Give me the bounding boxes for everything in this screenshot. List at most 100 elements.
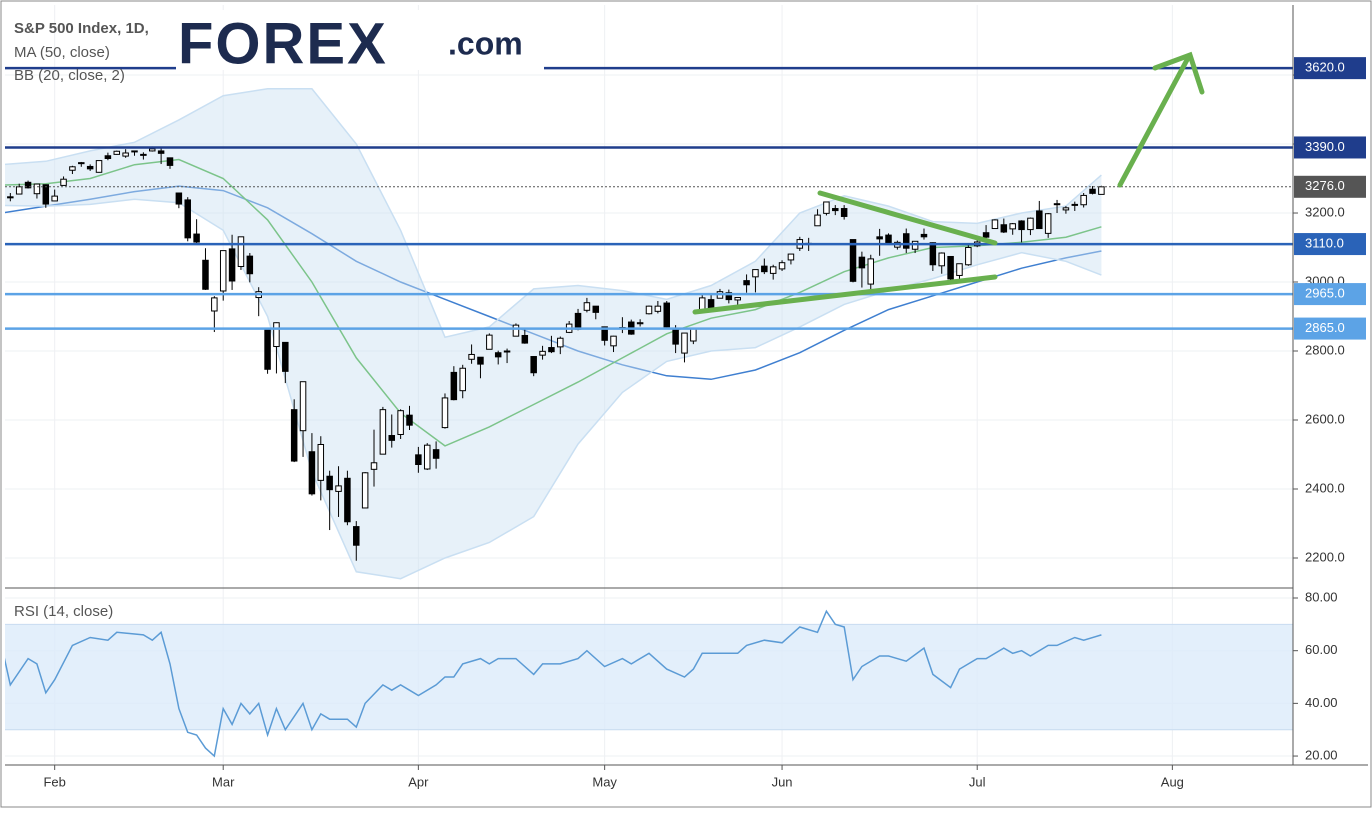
candle-body (78, 162, 85, 165)
x-tick-label: May (592, 774, 617, 789)
candle-body (7, 196, 14, 199)
price-pane (5, 5, 1293, 588)
y-tick-label: 2600.0 (1305, 411, 1345, 426)
candle-body (920, 233, 928, 238)
logo-suffix: .com (448, 25, 523, 61)
candle-body (1071, 203, 1079, 206)
candle-body (902, 233, 910, 249)
candle-body (1080, 194, 1087, 206)
candle-body (752, 269, 759, 278)
band-edge (5, 88, 1102, 339)
logo: FOREX (178, 11, 388, 76)
last-price-bg (1294, 175, 1366, 198)
level-label: 3110.0 (1305, 236, 1344, 251)
candle-body (122, 152, 129, 157)
candle-body (707, 299, 715, 310)
candle-body (149, 148, 156, 152)
candle-body (938, 252, 945, 267)
candle-body (991, 219, 999, 230)
y-tick-label: 20.00 (1305, 747, 1338, 762)
candle-body (459, 367, 466, 392)
candle-body (140, 153, 147, 156)
candle-body (1018, 220, 1025, 231)
candle-body (388, 435, 396, 441)
candle-body (370, 462, 378, 470)
level-label: 2965.0 (1305, 286, 1345, 301)
x-tick-label: Jun (772, 774, 793, 789)
candle-body (379, 409, 387, 455)
candle-body (166, 157, 174, 166)
candle-body (450, 371, 458, 401)
candle-body (1053, 203, 1061, 206)
y-tick-label: 40.00 (1305, 695, 1338, 710)
level-label: 2865.0 (1305, 320, 1345, 335)
candle-body (601, 326, 608, 341)
candle-body (654, 305, 662, 312)
candle-body (468, 353, 475, 360)
y-tick-label: 2800.0 (1305, 342, 1345, 357)
candle-body (769, 266, 777, 274)
candle-body (51, 195, 58, 202)
candle-body (441, 397, 449, 429)
rsi-pane (5, 588, 1293, 765)
candle-body (956, 263, 963, 276)
candle-body (761, 265, 768, 273)
candle-body (335, 485, 342, 492)
level-label-bg (1294, 57, 1366, 80)
y-tick-label: 60.00 (1305, 642, 1338, 657)
y-tick-label: 2400.0 (1305, 480, 1345, 495)
trend-line (692, 274, 998, 315)
candle-body (548, 347, 555, 353)
candle-body (246, 255, 254, 275)
y-tick-label: 80.00 (1305, 589, 1338, 604)
level-label: 3390.0 (1305, 139, 1345, 154)
chart-title: S&P 500 Index, 1D, (14, 20, 149, 37)
candle-body (1044, 213, 1052, 234)
annotations (692, 51, 1205, 315)
level-label-bg (1294, 283, 1366, 306)
candle-body (344, 477, 351, 523)
rsi-title: RSI (14, close) (14, 603, 113, 620)
candle-body (867, 258, 875, 285)
legend-entry: MA (50, close) (14, 44, 110, 61)
candle-body (592, 305, 600, 313)
candle-body (734, 297, 741, 301)
candle-body (353, 526, 360, 546)
candle-body (530, 356, 537, 374)
x-tick-label: Jul (969, 774, 986, 789)
candle-body (60, 178, 67, 186)
candle-body (157, 150, 165, 154)
candle-body (1036, 210, 1043, 230)
level-label-bg (1294, 136, 1366, 159)
candle-body (211, 297, 218, 312)
x-tick-label: Apr (408, 774, 429, 789)
candle-body (193, 233, 200, 243)
candle-body (965, 247, 972, 266)
candle-body (876, 236, 883, 240)
candle-body (228, 248, 236, 282)
candle-body (503, 350, 511, 353)
candle-body (849, 239, 857, 282)
candle-body (69, 166, 76, 171)
candle-body (636, 322, 644, 325)
candle-body (557, 337, 564, 348)
candle-body (610, 335, 617, 347)
candle-body (104, 155, 112, 160)
candle-body (778, 262, 786, 270)
candle-body (982, 232, 990, 238)
candle-body (308, 451, 316, 495)
axes: Feb Mar Apr May Jun Jul Aug 2200.0 2400.0 2600.0 2… (43, 57, 1366, 789)
trend-line (817, 190, 998, 246)
last-price-label: 3276.0 (1305, 178, 1345, 193)
level-label-bg (1294, 233, 1366, 256)
x-tick-label: Aug (1161, 774, 1184, 789)
candle-body (1009, 223, 1016, 230)
candle-body (273, 322, 280, 348)
candle-body (681, 332, 688, 354)
candle-body (1027, 217, 1034, 231)
candle-body (317, 443, 325, 481)
x-tick-label: Feb (43, 774, 65, 789)
candle-body (175, 192, 183, 205)
candle-body (929, 242, 937, 266)
